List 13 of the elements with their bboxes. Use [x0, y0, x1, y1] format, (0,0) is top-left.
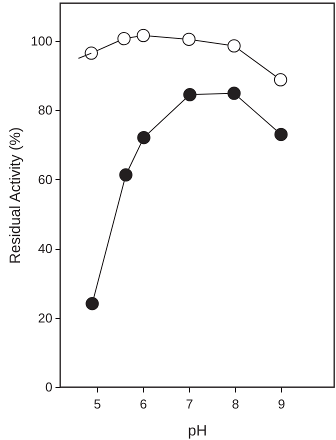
x-tick-label: 9: [278, 396, 286, 412]
y-tick-label: 60: [38, 172, 52, 187]
x-tick-label: 8: [232, 396, 240, 412]
y-tick-label: 20: [38, 310, 52, 326]
x-tick-label: 6: [140, 396, 148, 412]
x-axis-title: pH: [188, 422, 208, 440]
y-tick-label: 0: [45, 380, 52, 394]
y-tick-label: 100: [30, 34, 52, 49]
y-tick-label: 80: [38, 102, 52, 118]
x-tick-label: 5: [94, 396, 101, 412]
y-axis-title: Residual Activity (%): [6, 127, 24, 264]
x-tick-label: 7: [186, 396, 194, 412]
y-tick-label: 40: [38, 241, 52, 256]
